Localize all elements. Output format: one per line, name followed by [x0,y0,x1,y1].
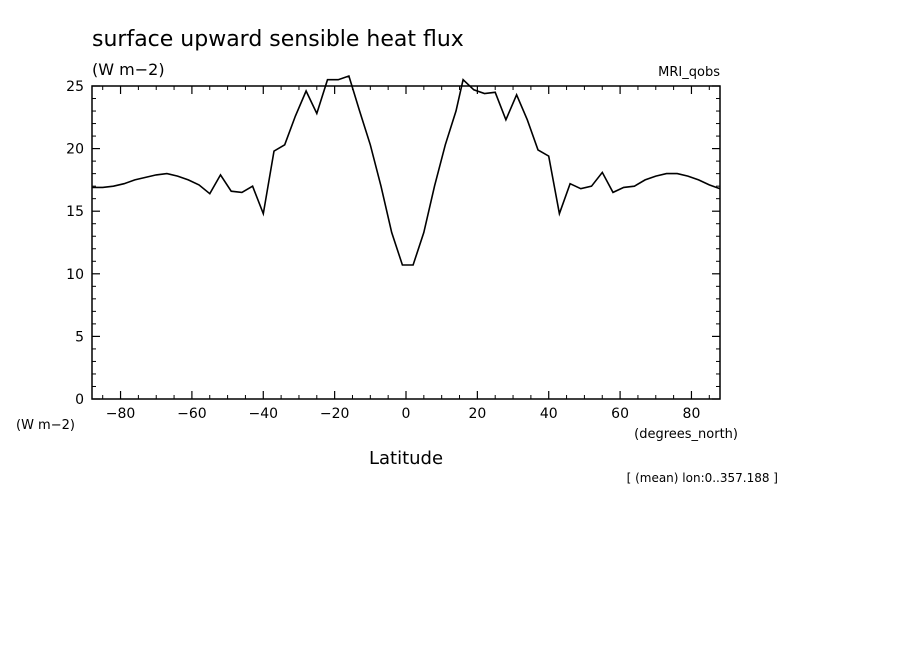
series-layer [92,74,721,266]
x-tick-label: 40 [540,406,558,422]
x-tick-label: −80 [106,406,136,422]
y-tick-label: 10 [66,267,84,283]
y-tick-labels: 0 5 10 15 20 25 [66,79,84,408]
footnote: [ (mean) lon:0..357.188 ] [627,471,778,485]
dataset-label: MRI_qobs [658,65,720,80]
x-tick-label: 60 [611,406,629,422]
x-tick-label: −40 [248,406,278,422]
y-tick-label: 15 [66,204,84,220]
plot-frame [91,85,721,400]
axis-ticks [92,85,720,400]
y-axis-label: (W m−2) [16,418,75,433]
y-tick-label: 25 [66,79,84,95]
x-tick-label: −60 [177,406,207,422]
x-tick-label: 0 [402,406,411,422]
y-tick-label: 20 [66,142,84,158]
y-tick-label: 5 [75,329,84,345]
x-tick-labels: −80 −60 −40 −20 0 20 40 60 80 [106,406,701,422]
x-tick-label: 80 [683,406,701,422]
series-line-0 [92,74,721,266]
x-tick-label: −20 [320,406,350,422]
y-tick-label: 0 [75,392,84,408]
chart-title: surface upward sensible heat flux [92,27,464,52]
x-axis-units: (degrees_north) [634,427,738,442]
x-axis-label: Latitude [369,448,443,469]
chart-units: (W m−2) [92,60,165,79]
x-tick-label: 20 [468,406,486,422]
